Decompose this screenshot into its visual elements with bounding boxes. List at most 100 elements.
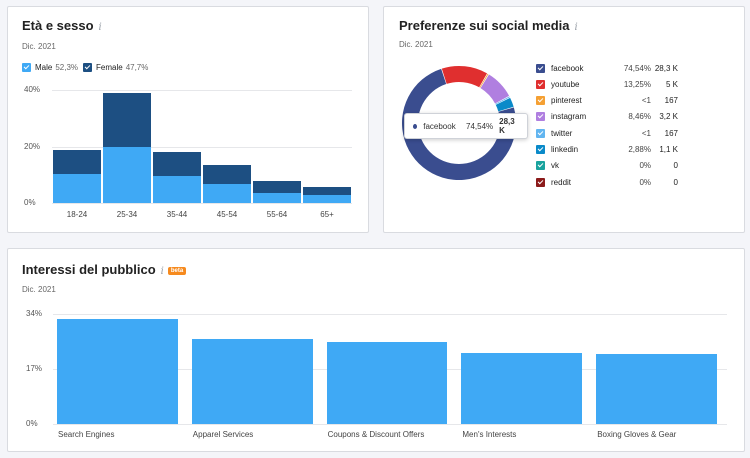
y-tick-label: 17% bbox=[26, 364, 43, 373]
social-name: vk bbox=[551, 161, 559, 171]
y-tick-label: 40% bbox=[24, 85, 41, 94]
social-count: 3,2 K bbox=[659, 112, 678, 122]
legend-label: Female bbox=[96, 63, 123, 72]
bar-female bbox=[153, 151, 201, 176]
social-count: 0 bbox=[673, 177, 678, 187]
info-icon[interactable]: i bbox=[160, 266, 164, 277]
bar-male bbox=[203, 184, 251, 203]
legend-pct: 47,7% bbox=[125, 63, 149, 72]
interests-period: Dic. 2021 bbox=[22, 285, 56, 294]
social-count: 28,3 K bbox=[654, 63, 678, 73]
social-media-period: Dic. 2021 bbox=[399, 40, 433, 49]
social-media-title-text: Preferenze sui social media bbox=[399, 18, 570, 33]
social-name: reddit bbox=[551, 177, 572, 187]
social-count: 1,1 K bbox=[659, 145, 678, 154]
legend-item-male[interactable]: Male 52,3% bbox=[22, 63, 78, 72]
bar-female bbox=[203, 165, 251, 185]
info-icon[interactable]: i bbox=[98, 22, 102, 33]
checkbox-icon bbox=[83, 63, 92, 72]
social-row-youtube[interactable]: youtube 13,25% 5 K bbox=[536, 78, 678, 90]
x-tick-label: 55-64 bbox=[266, 210, 288, 219]
checkbox-icon[interactable] bbox=[536, 145, 545, 154]
social-row-twitter[interactable]: twitter <1 167 bbox=[536, 127, 678, 139]
age-gender-title-text: Età e sesso bbox=[22, 18, 94, 33]
social-row-vk[interactable]: vk 0% 0 bbox=[536, 160, 678, 172]
x-tick-label: 65+ bbox=[320, 210, 334, 219]
donut-slice-pinterest[interactable] bbox=[479, 73, 489, 88]
x-tick-label: Search Engines bbox=[58, 430, 115, 439]
tooltip-name: facebook bbox=[423, 121, 456, 131]
x-tick-label: 45-54 bbox=[216, 210, 238, 219]
interest-bar bbox=[461, 352, 583, 424]
legend-item-female[interactable]: Female 47,7% bbox=[83, 63, 148, 72]
x-tick-label: 18-24 bbox=[66, 210, 88, 219]
checkbox-icon[interactable] bbox=[536, 79, 545, 89]
social-pct: <1 bbox=[641, 128, 651, 138]
social-count: 5 K bbox=[665, 79, 678, 89]
social-pct: 0% bbox=[639, 161, 651, 171]
social-donut-chart bbox=[402, 66, 516, 180]
social-name: twitter bbox=[551, 128, 573, 138]
social-pct: 13,25% bbox=[623, 79, 651, 89]
beta-badge: beta bbox=[167, 266, 187, 275]
gridline bbox=[52, 146, 352, 148]
checkbox-icon[interactable] bbox=[536, 161, 545, 171]
gridline bbox=[53, 424, 727, 425]
social-row-pinterest[interactable]: pinterest <1 167 bbox=[536, 95, 678, 107]
interests-title: Interessi del pubblico i beta bbox=[22, 262, 187, 277]
age-gender-period: Dic. 2021 bbox=[22, 42, 56, 51]
social-pct: 8,46% bbox=[628, 112, 651, 122]
donut-slice-instagram[interactable] bbox=[480, 74, 510, 104]
x-tick-label: Apparel Services bbox=[192, 430, 254, 439]
interests-title-text: Interessi del pubblico bbox=[22, 262, 156, 277]
interest-bar bbox=[596, 353, 717, 424]
interest-bar bbox=[57, 318, 178, 424]
y-tick-label: 0% bbox=[24, 198, 36, 207]
x-tick-label: Men's Interests bbox=[462, 430, 517, 439]
checkbox-icon[interactable] bbox=[536, 177, 545, 187]
donut-slice-youtube[interactable] bbox=[441, 66, 488, 88]
tooltip-pct: 74,54% bbox=[466, 121, 494, 131]
social-name: facebook bbox=[551, 63, 584, 73]
social-row-facebook[interactable]: facebook 74,54% 28,3 K bbox=[536, 62, 678, 74]
checkbox-icon[interactable] bbox=[536, 96, 545, 106]
checkbox-icon[interactable] bbox=[536, 112, 545, 122]
social-pct: 0% bbox=[639, 177, 651, 187]
gridline bbox=[52, 203, 352, 204]
age-gender-title: Età e sesso i bbox=[22, 18, 102, 33]
bar-male bbox=[303, 195, 351, 203]
interest-bar bbox=[326, 341, 448, 424]
social-count: 0 bbox=[673, 161, 678, 171]
social-row-linkedin[interactable]: linkedin 2,88% 1,1 K bbox=[536, 144, 678, 156]
donut-tooltip: facebook 74,54% 28,3 K bbox=[404, 113, 528, 139]
bar-female bbox=[53, 149, 101, 175]
info-icon[interactable]: i bbox=[574, 22, 578, 33]
donut-slice-twitter[interactable] bbox=[495, 96, 510, 105]
donut-slice-linkedin[interactable] bbox=[495, 97, 514, 112]
bar-male bbox=[253, 193, 301, 203]
legend-pct: 52,3% bbox=[55, 63, 79, 72]
social-name: youtube bbox=[551, 79, 580, 89]
y-tick-label: 34% bbox=[26, 309, 43, 318]
social-name: instagram bbox=[551, 112, 587, 122]
y-tick-label: 20% bbox=[24, 141, 41, 151]
checkbox-icon[interactable] bbox=[536, 128, 545, 138]
social-row-reddit[interactable]: reddit 0% 0 bbox=[536, 176, 678, 188]
x-tick-label: 25-34 bbox=[116, 210, 138, 219]
interest-bar bbox=[191, 338, 313, 424]
gridline bbox=[52, 90, 352, 91]
y-tick-label: 0% bbox=[26, 419, 38, 428]
social-count: 167 bbox=[664, 128, 678, 138]
tooltip-count: 28,3 K bbox=[499, 117, 515, 135]
bar-female bbox=[253, 181, 301, 194]
bar-male bbox=[153, 175, 201, 203]
social-name: pinterest bbox=[551, 96, 582, 106]
social-row-instagram[interactable]: instagram 8,46% 3,2 K bbox=[536, 111, 678, 123]
checkbox-icon[interactable] bbox=[536, 63, 545, 73]
bar-male bbox=[103, 147, 151, 203]
social-pct: <1 bbox=[641, 96, 651, 106]
social-name: linkedin bbox=[551, 145, 579, 154]
x-tick-label: Boxing Gloves & Gear bbox=[597, 430, 677, 439]
gridline bbox=[53, 314, 727, 315]
social-pct: 74,54% bbox=[623, 63, 651, 73]
